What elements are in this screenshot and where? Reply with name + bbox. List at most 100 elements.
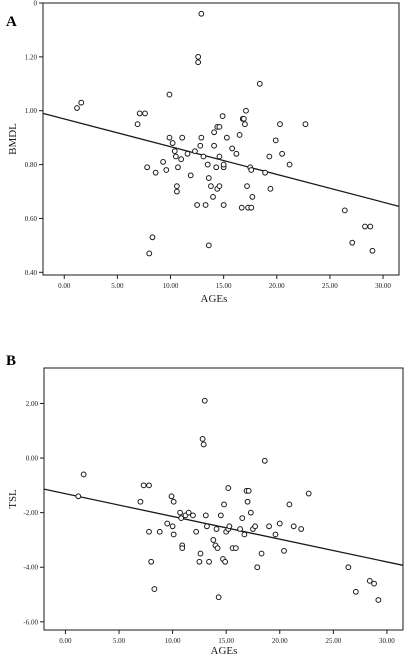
panel-a-y-tick-label: 0.40 — [25, 269, 38, 277]
panel-b-data-point — [197, 550, 204, 557]
panel-a-data-point — [236, 132, 243, 138]
panel-a-x-tick-label: 5.00 — [111, 282, 124, 290]
panel-b-data-point — [151, 586, 158, 592]
panel-a-y-axis: 0.40 0.60 0.80 1.00 1.20 0 — [25, 0, 43, 277]
panel-a: A 0.40 0.60 0.80 1.00 1.20 0 0.00 5.00 10.00 15.… — [6, 0, 400, 305]
panel-a-data-point — [173, 183, 180, 190]
panel-a-data-point — [152, 169, 159, 176]
panel-a-letter: A — [6, 14, 17, 30]
panel-b-data-point — [276, 520, 283, 527]
panel-b-data-point — [215, 594, 222, 601]
panel-b-data-point — [226, 523, 233, 530]
panel-a-data-point — [205, 242, 212, 249]
panel-a-data-point — [192, 148, 198, 155]
panel-b-data-point — [201, 397, 208, 404]
panel-b-data-point — [272, 531, 279, 538]
panel-a-data-point — [211, 142, 217, 149]
panel-a-data-point — [184, 150, 191, 157]
panel-b-data-point — [247, 509, 254, 516]
panel-a-data-point — [163, 167, 170, 173]
panel-b-regression-line — [43, 488, 404, 566]
panel-b-data-point — [80, 471, 87, 478]
panel-b-y-tick-label: -6.00 — [23, 618, 38, 626]
panel-a-data-point — [244, 183, 250, 190]
panel-a-data-point — [171, 148, 178, 155]
panel-a-data-point — [136, 110, 143, 117]
panel-a-data-point — [277, 121, 283, 128]
panel-b-y-tick-label: -4.00 — [23, 564, 38, 572]
panel-b-data-point — [345, 564, 352, 571]
panel-b-data-point — [239, 515, 246, 522]
panel-a-y-tick-label: 0.60 — [25, 215, 38, 223]
panel-a-data-point — [243, 107, 249, 114]
panel-a-data-point — [195, 53, 202, 60]
panel-a-data-point — [238, 204, 245, 211]
panel-b-data-point — [290, 523, 297, 530]
panel-b-data-point — [213, 526, 220, 532]
panel-a-data-point — [175, 164, 181, 171]
panel-b-data-point — [199, 436, 206, 442]
panel-a-data-point — [144, 164, 151, 171]
panel-a-x-axis-label: AGEs — [201, 293, 228, 305]
panel-b-x-axis: 0.00 5.00 10.00 15.00 20.00 25.00 30.00 — [59, 630, 395, 645]
panel-b-data-point — [258, 550, 265, 557]
panel-a-data-point — [266, 153, 273, 160]
panel-b-data-point — [254, 564, 261, 571]
panel-b-data-point — [221, 501, 227, 508]
panel-b-data-point — [156, 528, 163, 535]
panel-b-data-point — [286, 501, 293, 508]
panel-a-data-point — [173, 188, 180, 195]
panel-b-y-tick-label: 0.00 — [26, 455, 39, 463]
panel-b-data-point — [281, 547, 287, 554]
panel-b-data-point — [225, 485, 232, 491]
panel-a-data-point — [213, 164, 220, 171]
panel-a-data-point — [202, 202, 209, 208]
panel-a-data-point — [286, 161, 293, 168]
panel-b-data-point — [179, 545, 186, 552]
panel-a-data-point — [211, 129, 217, 136]
panel-b-data-point — [371, 580, 377, 587]
panel-b-data-point — [222, 558, 229, 565]
panel-b-data-point — [214, 545, 221, 552]
panel-a-data-point — [195, 59, 202, 66]
panel-b-data-point — [298, 526, 305, 532]
panel-b-data-point — [146, 528, 152, 535]
panel-a-data-point — [204, 161, 211, 168]
panel-b-x-tick-label: 25.00 — [325, 637, 341, 645]
panel-b-data-point — [190, 512, 196, 519]
panel-b-data-point — [196, 558, 203, 565]
panel-a-data-point — [178, 156, 185, 163]
panel-b-data-point — [261, 457, 268, 464]
panel-a-data-point — [240, 115, 247, 122]
panel-b-data-point — [164, 520, 171, 527]
panel-b-data-point — [75, 493, 82, 500]
panel-b-data-point — [140, 482, 147, 489]
panel-b-y-axis-label: TSL — [7, 489, 19, 509]
panel-b-data-point — [148, 558, 155, 565]
panel-a-data-point — [78, 99, 85, 106]
panel-a-y-tick-label: 1.20 — [25, 53, 38, 61]
panel-a-x-tick-label: 10.00 — [163, 282, 179, 290]
panel-b-data-point — [203, 523, 210, 530]
panel-b-data-points — [75, 397, 382, 603]
panel-b-data-point — [266, 523, 272, 530]
panel-a-data-point — [248, 167, 255, 173]
panel-a-y-tick-label: 0.80 — [25, 161, 38, 169]
panel-a-data-point — [200, 153, 207, 160]
panel-b-data-point — [193, 528, 200, 535]
panel-b-data-point — [200, 441, 207, 448]
panel-a-data-point — [220, 161, 227, 168]
panel-a-data-point — [362, 223, 368, 230]
panel-a-data-point — [216, 123, 223, 130]
panel-b-data-point — [232, 545, 239, 552]
panel-b-data-point — [185, 509, 192, 516]
panel-b-data-point — [245, 487, 252, 494]
panel-a-data-point — [194, 202, 200, 208]
panel-a-data-point — [205, 175, 212, 181]
panel-a-regression-line — [42, 112, 400, 207]
panel-b-y-tick-label: 2.00 — [26, 400, 39, 408]
panel-a-data-point — [367, 223, 374, 230]
panel-b-data-point — [206, 558, 212, 565]
panel-a-data-point — [208, 183, 214, 190]
panel-a-data-point — [146, 250, 153, 257]
